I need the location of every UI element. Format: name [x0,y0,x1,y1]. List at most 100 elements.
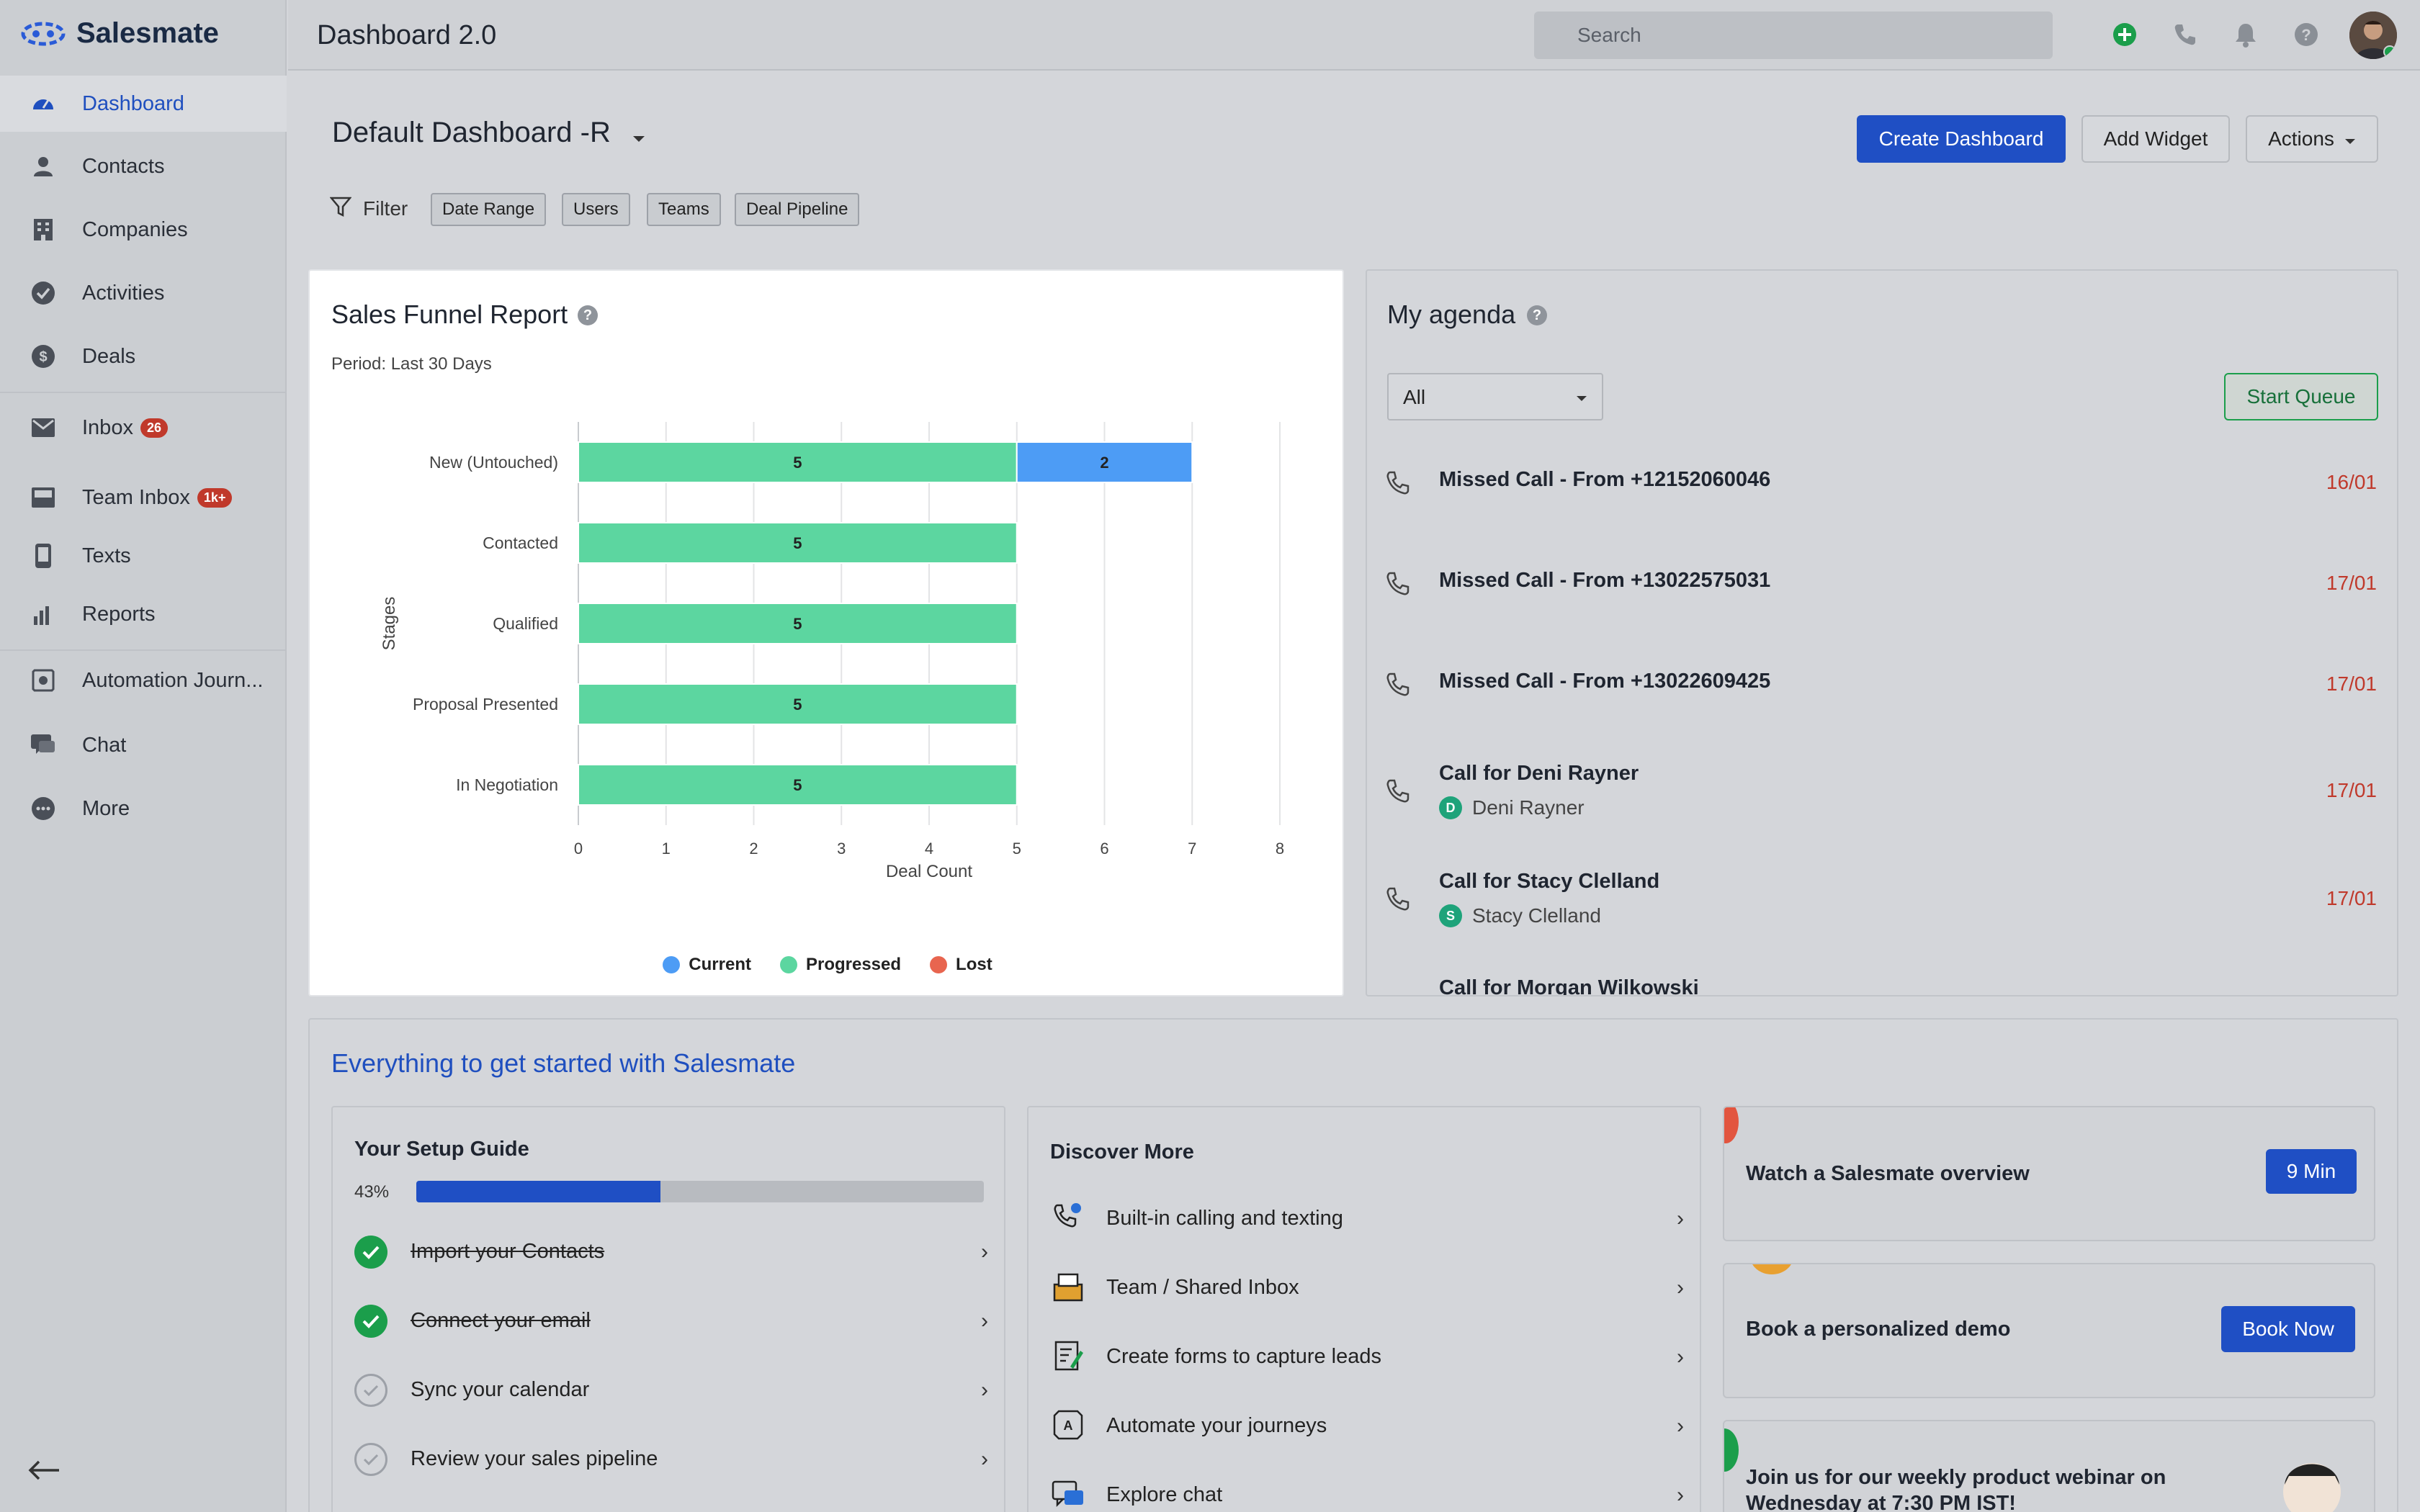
sidebar-item-label: Dashboard [82,91,184,115]
legend-dot [663,956,681,973]
sidebar-item-dashboard[interactable]: Dashboard [0,76,287,132]
setup-step[interactable]: Review your sales pipeline › [354,1437,988,1480]
discover-item[interactable]: Create forms to capture leads › [1050,1335,1684,1378]
chevron-right-icon: › [981,1240,988,1264]
agenda-item[interactable]: Call for Morgan Wilkowski [1367,976,2397,996]
sidebar-item-texts[interactable]: Texts [0,528,287,584]
sidebar-item-automation[interactable]: Automation Journ... [0,652,287,708]
add-widget-button[interactable]: Add Widget [2081,115,2230,163]
sidebar-item-chat[interactable]: Chat [0,717,287,773]
call-icon [1383,569,1415,600]
agenda-item-date: 16/01 [2326,471,2377,493]
sidebar-item-label: Deals [82,344,136,368]
bar-value-label: 2 [1100,454,1108,472]
discover-item[interactable]: Built-in calling and texting › [1050,1197,1684,1240]
sidebar-item-contacts[interactable]: Contacts [0,138,287,194]
bar-value-label: 5 [793,454,802,472]
bar-progressed [578,522,1018,564]
filter-label[interactable]: Filter [363,197,408,220]
legend-item-progressed[interactable]: Progressed [779,955,901,975]
agenda-item-contact[interactable]: D Deni Rayner [1439,796,1585,819]
agenda-item-date: 17/01 [2326,572,2377,594]
bar-progressed [578,441,1018,483]
legend-item-current[interactable]: Current [663,955,751,975]
sidebar-item-reports[interactable]: Reports [0,586,287,642]
bar-value-label: 5 [793,696,802,714]
demo-promo-label: Book a personalized demo [1746,1318,2011,1341]
discover-item[interactable]: A Automate your journeys › [1050,1404,1684,1447]
help-icon[interactable]: ? [2292,20,2321,49]
collapse-sidebar-icon[interactable] [27,1457,60,1483]
setup-guide-title: Your Setup Guide [354,1138,529,1161]
sidebar-item-label: Reports [82,602,156,626]
bar-value-label: 5 [793,615,802,633]
sidebar-item-companies[interactable]: Companies [0,202,287,258]
agenda-item[interactable]: Call for Stacy Clelland S Stacy Clelland … [1367,870,2397,971]
building-icon [29,215,58,244]
filter-chip-users[interactable]: Users [562,193,630,226]
filter-icon [329,196,352,217]
agenda-item-title: Call for Morgan Wilkowski [1439,976,1699,996]
filter-chip-deal-pipeline[interactable]: Deal Pipeline [735,193,860,226]
filter-chip-date-range[interactable]: Date Range [431,193,547,226]
brand-logo[interactable]: Salesmate [20,17,219,50]
decorative-shape [1724,1428,1739,1472]
setup-step-label: Review your sales pipeline [411,1447,658,1470]
discover-item-label: Automate your journeys [1106,1414,1327,1437]
sidebar-item-more[interactable]: More [0,780,287,837]
agenda-item[interactable]: Missed Call - From +13022609425 17/01 [1367,665,2397,752]
bell-icon[interactable] [2231,20,2260,49]
sidebar-item-activities[interactable]: Activities [0,265,287,321]
agenda-item[interactable]: Missed Call - From +12152060046 16/01 [1367,464,2397,550]
create-dashboard-button[interactable]: Create Dashboard [1857,115,2066,163]
agenda-item-title: Missed Call - From +13022609425 [1439,670,1771,693]
discover-item[interactable]: Team / Shared Inbox › [1050,1266,1684,1309]
discover-item[interactable]: Explore chat › [1050,1473,1684,1512]
sidebar-item-label: Inbox 26 [82,416,168,440]
search-input[interactable]: Search [1534,12,2053,59]
help-icon[interactable]: ? [578,305,598,325]
demo-promo[interactable]: Book a personalized demo Book Now [1723,1263,2375,1398]
dashboard-selector[interactable]: Default Dashboard -R [332,117,646,150]
help-icon[interactable]: ? [1527,305,1547,325]
inbox-count-badge: 26 [140,418,168,438]
agenda-item-date: 17/01 [2326,672,2377,695]
getting-started-section: Everything to get started with Salesmate… [308,1018,2398,1512]
actions-button[interactable]: Actions [2246,115,2378,163]
x-tick-label: 2 [749,840,758,858]
legend-item-lost[interactable]: Lost [930,955,992,975]
webinar-promo[interactable]: Join us for our weekly product webinar o… [1723,1420,2375,1512]
sidebar-item-team-inbox[interactable]: Team Inbox 1k+ [0,469,287,526]
category-label: Proposal Presented [413,695,558,714]
sidebar-item-deals[interactable]: $ Deals [0,328,287,384]
overview-duration-badge[interactable]: 9 Min [2266,1149,2357,1194]
legend-dot [779,956,797,973]
agenda-item-contact[interactable]: S Stacy Clelland [1439,904,1601,927]
agenda-item-date: 17/01 [2326,887,2377,909]
agenda-filter-select[interactable]: All [1387,373,1603,420]
phone-icon[interactable] [2171,20,2200,49]
x-tick-label: 1 [662,840,671,858]
chevron-right-icon: › [981,1447,988,1471]
setup-step-label: Import your Contacts [411,1240,605,1263]
book-now-button[interactable]: Book Now [2221,1306,2355,1352]
setup-step[interactable]: Connect your email › [354,1299,988,1342]
brand-name: Salesmate [76,17,219,49]
sidebar-item-inbox[interactable]: Inbox 26 [0,400,287,456]
overview-promo-label: Watch a Salesmate overview [1746,1162,2030,1185]
user-avatar[interactable] [2349,12,2397,59]
agenda-item[interactable]: Call for Deni Rayner D Deni Rayner 17/01 [1367,762,2397,863]
setup-step-label: Connect your email [411,1309,591,1332]
overview-promo[interactable]: Watch a Salesmate overview 9 Min [1723,1106,2375,1241]
add-icon[interactable] [2110,20,2139,49]
setup-step[interactable]: Sync your calendar › [354,1368,988,1411]
contact-avatar: S [1439,904,1462,927]
more-icon [29,794,58,823]
start-queue-button[interactable]: Start Queue [2224,373,2378,420]
dashboard-icon [29,89,58,118]
agenda-item[interactable]: Missed Call - From +13022575031 17/01 [1367,564,2397,651]
filter-chip-teams[interactable]: Teams [647,193,721,226]
setup-step[interactable]: Import your Contacts › [354,1230,988,1273]
widget-title: My agenda [1387,300,1516,329]
calling-icon [1050,1200,1086,1236]
